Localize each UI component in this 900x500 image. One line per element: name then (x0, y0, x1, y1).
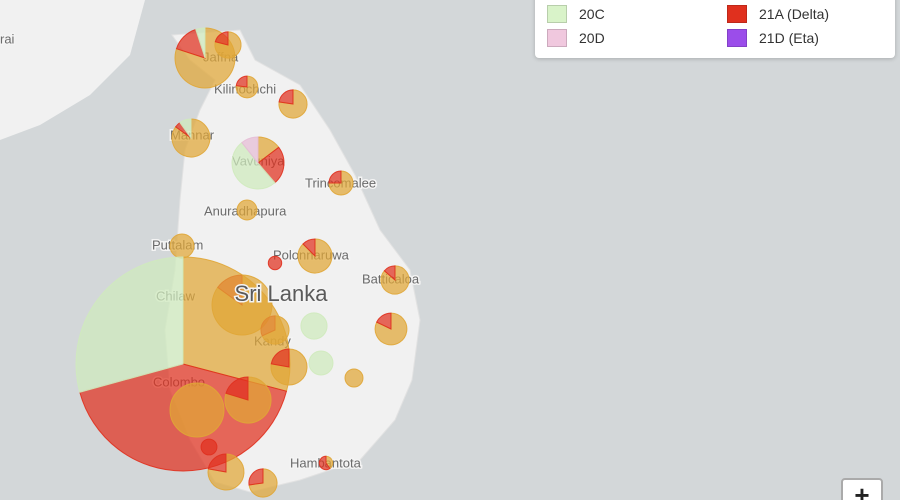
pie-slice (207, 453, 227, 473)
pie-slice (241, 136, 259, 165)
pie-slice (267, 255, 283, 271)
pie-slice (344, 368, 364, 388)
pie-slice (278, 89, 294, 105)
pie-slice (231, 141, 276, 190)
pie-slice (328, 170, 342, 184)
pie-slice (214, 31, 229, 46)
zoom-in-button[interactable]: + (841, 478, 883, 500)
india-land (0, 0, 145, 140)
pie-slice (169, 382, 225, 438)
legend-item: 21A (Delta) (727, 5, 829, 23)
pie-slice (328, 170, 354, 196)
legend-item: 20D (547, 29, 605, 47)
pie-slice (225, 376, 249, 401)
pie-slice (376, 312, 392, 330)
legend-label: 20D (579, 30, 605, 46)
legend-swatch (547, 29, 567, 47)
pie-slice (383, 265, 396, 282)
legend: 20C 21A (Delta) 20D 21D (Eta) (535, 0, 895, 58)
legend-label: 21A (Delta) (759, 6, 830, 22)
pie-slice (169, 233, 195, 259)
pie-slice (308, 350, 334, 376)
pie-slice (318, 455, 331, 471)
legend-swatch (727, 29, 747, 47)
pie-slice (235, 75, 248, 88)
legend-swatch (727, 5, 747, 23)
place-label: rai (0, 31, 15, 46)
legend-swatch (547, 5, 567, 23)
pie-slice (200, 438, 218, 456)
pie-slice (195, 27, 206, 59)
pie-slice (302, 238, 316, 258)
legend-label: 20C (579, 6, 605, 22)
legend-item: 20C (547, 5, 605, 23)
pie-slice (300, 312, 328, 340)
pie-slice (179, 118, 192, 140)
pie-slice (75, 256, 184, 393)
legend-label: 21D (Eta) (759, 30, 819, 46)
pie-slice (248, 468, 264, 486)
pie-slice (270, 348, 290, 368)
pie-slice (257, 146, 285, 184)
legend-item: 21D (Eta) (727, 29, 819, 47)
country-label: Sri Lanka (235, 281, 329, 306)
pie-slice (236, 199, 258, 221)
